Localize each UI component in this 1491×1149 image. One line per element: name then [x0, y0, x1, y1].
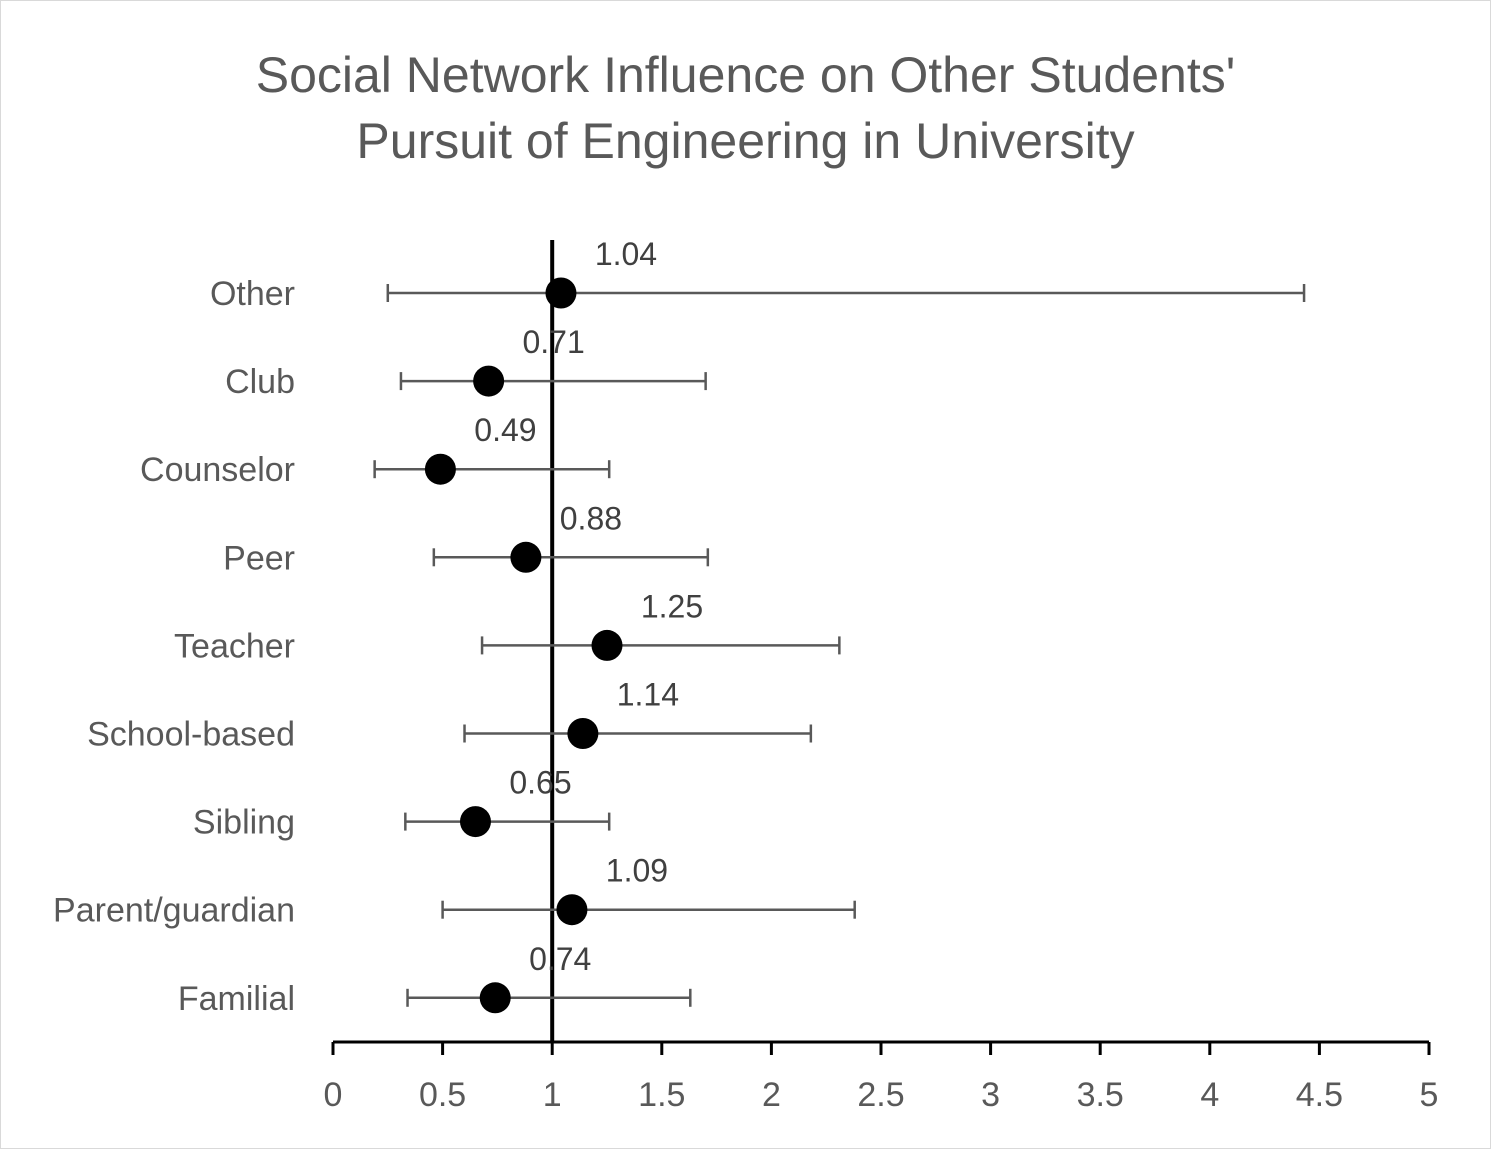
category-label: Other	[210, 275, 295, 313]
x-tick-label: 0	[324, 1076, 343, 1114]
chart-title-line-1: Social Network Influence on Other Studen…	[255, 47, 1236, 103]
category-label: Teacher	[174, 627, 295, 665]
category-label: School-based	[87, 716, 295, 754]
x-tick-label: 0.5	[419, 1076, 466, 1114]
category-label: Club	[225, 363, 295, 401]
category-label: Peer	[223, 539, 295, 577]
x-tick-label: 3	[981, 1076, 1000, 1114]
data-label: 1.25	[641, 588, 703, 624]
data-label: 1.04	[595, 236, 657, 272]
x-tick-label: 4.5	[1296, 1076, 1343, 1114]
point-estimate-marker	[510, 541, 542, 573]
data-label: 0.65	[509, 765, 571, 801]
x-tick-label: 4	[1200, 1076, 1219, 1114]
chart-title-line-2: Pursuit of Engineering in University	[356, 113, 1135, 169]
point-estimate-marker	[556, 894, 588, 926]
x-tick-label: 2.5	[857, 1076, 904, 1114]
data-label: 0.71	[522, 324, 584, 360]
point-estimate-marker	[473, 365, 505, 397]
point-estimate-marker	[567, 718, 599, 749]
category-label: Sibling	[193, 804, 295, 842]
point-estimate-marker	[459, 806, 491, 838]
x-tick-label: 1	[543, 1076, 562, 1114]
point-estimate-marker	[479, 982, 511, 1014]
chart-title: Social Network Influence on Other Studen…	[0, 42, 1491, 174]
point-estimate-marker	[591, 629, 623, 661]
category-label: Parent/guardian	[53, 892, 295, 930]
x-tick-label: 3.5	[1077, 1076, 1124, 1114]
category-label: Counselor	[140, 451, 295, 489]
point-estimate-marker	[424, 453, 456, 485]
point-estimate-marker	[545, 277, 577, 309]
x-tick-label: 5	[1420, 1076, 1439, 1114]
data-label: 0.49	[474, 412, 536, 448]
data-label: 0.74	[529, 941, 591, 977]
category-label: Familial	[178, 980, 295, 1018]
data-label: 1.14	[617, 677, 679, 713]
x-tick-label: 1.5	[638, 1076, 685, 1114]
data-label: 0.88	[560, 500, 622, 536]
data-label: 1.09	[606, 853, 668, 889]
x-tick-label: 2	[762, 1076, 781, 1114]
